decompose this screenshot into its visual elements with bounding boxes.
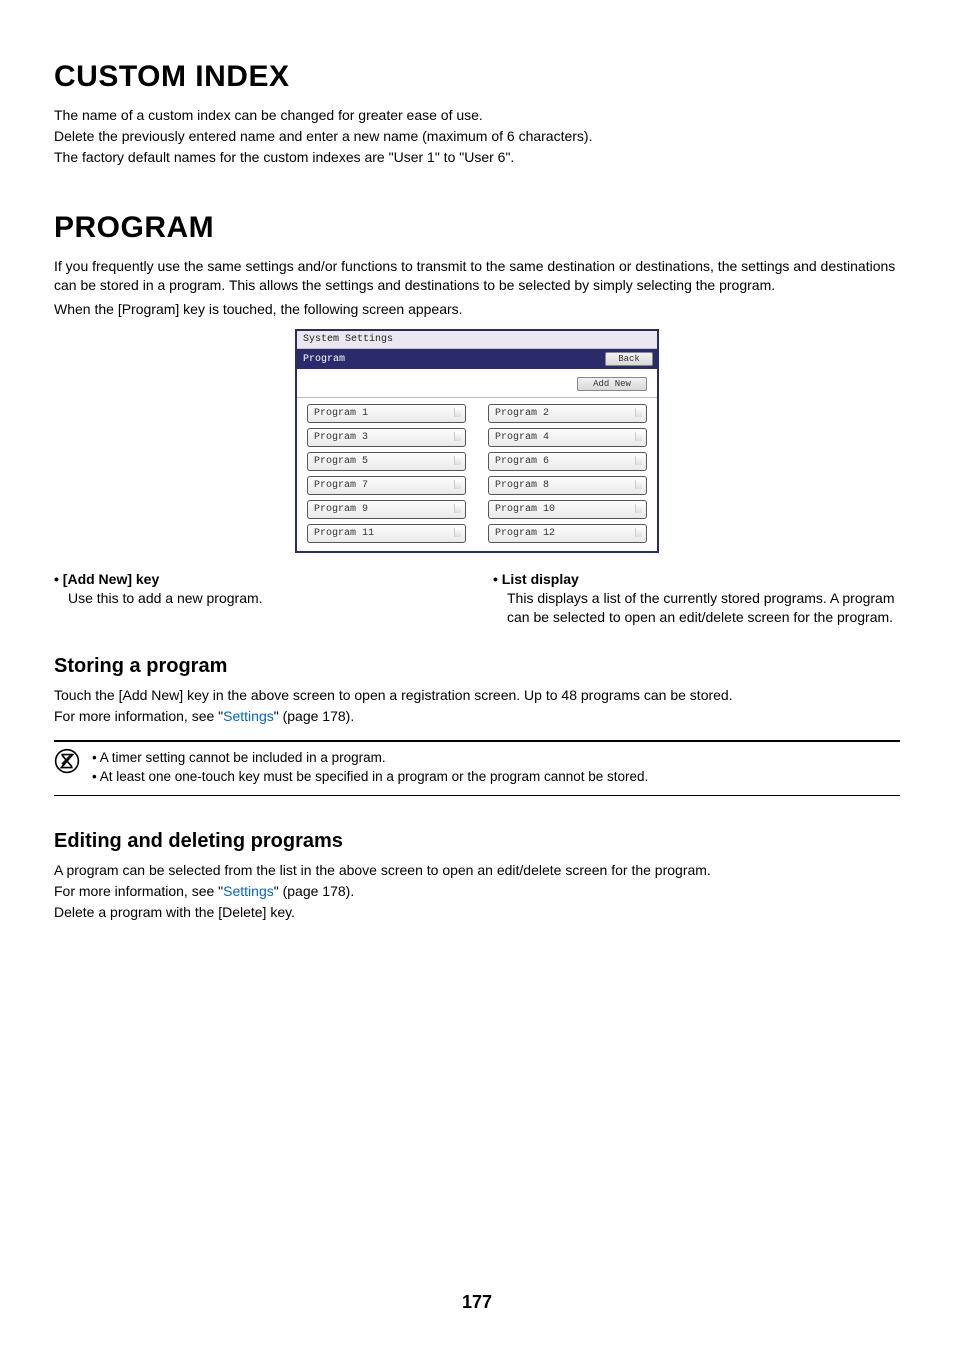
screenshot-titlebar: Program Back	[297, 349, 657, 369]
note-lines: • A timer setting cannot be included in …	[92, 748, 648, 787]
storing-p2: For more information, see "Settings" (pa…	[54, 707, 900, 726]
custom-index-p3: The factory default names for the custom…	[54, 148, 900, 167]
program-item[interactable]: Program 1	[307, 404, 466, 423]
program-item[interactable]: Program 4	[488, 428, 647, 447]
bullet-addnew-body: Use this to add a new program.	[68, 589, 461, 608]
program-item[interactable]: Program 10	[488, 500, 647, 519]
settings-link-2[interactable]: Settings	[223, 883, 274, 899]
screenshot-title-label: Program	[303, 354, 345, 365]
program-item[interactable]: Program 3	[307, 428, 466, 447]
program-p1: If you frequently use the same settings …	[54, 257, 900, 295]
editing-p3: Delete a program with the [Delete] key.	[54, 903, 900, 922]
screenshot-container: System Settings Program Back Add New Pro…	[54, 329, 900, 553]
heading-storing: Storing a program	[54, 655, 900, 678]
bullet-list-body: This displays a list of the currently st…	[507, 589, 900, 627]
storing-p2a: For more information, see "	[54, 708, 223, 724]
bullets-row: • [Add New] key Use this to add a new pr…	[54, 571, 900, 627]
program-item[interactable]: Program 2	[488, 404, 647, 423]
heading-editing: Editing and deleting programs	[54, 830, 900, 853]
program-item[interactable]: Program 7	[307, 476, 466, 495]
screenshot-add-row: Add New	[297, 369, 657, 398]
note-box: • A timer setting cannot be included in …	[54, 740, 900, 796]
settings-link[interactable]: Settings	[223, 708, 274, 724]
heading-program: PROGRAM	[54, 211, 900, 245]
note-icon	[54, 748, 80, 774]
back-button[interactable]: Back	[605, 352, 653, 366]
screenshot-topbar: System Settings	[297, 331, 657, 349]
editing-p2: For more information, see "Settings" (pa…	[54, 882, 900, 901]
custom-index-p2: Delete the previously entered name and e…	[54, 127, 900, 146]
add-new-button[interactable]: Add New	[577, 377, 647, 391]
page-number: 177	[0, 1292, 954, 1313]
note-line-2: • At least one one-touch key must be spe…	[92, 767, 648, 787]
editing-p2a: For more information, see "	[54, 883, 223, 899]
bullet-list-head: • List display	[493, 571, 900, 587]
storing-p1: Touch the [Add New] key in the above scr…	[54, 686, 900, 705]
bullet-addnew-head: • [Add New] key	[54, 571, 461, 587]
program-screenshot: System Settings Program Back Add New Pro…	[295, 329, 659, 553]
program-item[interactable]: Program 11	[307, 524, 466, 543]
program-item[interactable]: Program 12	[488, 524, 647, 543]
program-item[interactable]: Program 8	[488, 476, 647, 495]
bullet-right: • List display This displays a list of t…	[493, 571, 900, 627]
heading-custom-index: CUSTOM INDEX	[54, 60, 900, 94]
custom-index-p1: The name of a custom index can be change…	[54, 106, 900, 125]
screenshot-program-grid: Program 1 Program 2 Program 3 Program 4 …	[297, 398, 657, 551]
program-item[interactable]: Program 5	[307, 452, 466, 471]
program-item[interactable]: Program 9	[307, 500, 466, 519]
page: CUSTOM INDEX The name of a custom index …	[0, 0, 954, 1351]
storing-p2b: " (page 178).	[274, 708, 354, 724]
program-item[interactable]: Program 6	[488, 452, 647, 471]
note-line-1: • A timer setting cannot be included in …	[92, 748, 648, 768]
program-p2: When the [Program] key is touched, the f…	[54, 300, 900, 319]
editing-p2b: " (page 178).	[274, 883, 354, 899]
bullet-left: • [Add New] key Use this to add a new pr…	[54, 571, 461, 627]
editing-p1: A program can be selected from the list …	[54, 861, 900, 880]
